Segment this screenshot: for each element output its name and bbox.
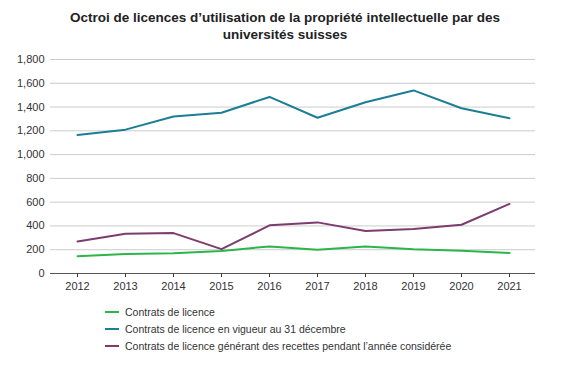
svg-text:600: 600 xyxy=(26,196,44,208)
svg-text:200: 200 xyxy=(26,243,44,255)
svg-text:800: 800 xyxy=(26,172,44,184)
svg-text:2021: 2021 xyxy=(497,280,521,292)
svg-text:2018: 2018 xyxy=(353,280,377,292)
svg-text:2020: 2020 xyxy=(449,280,473,292)
html-text:Contrats de licence générant d: Contrats de licence générant des recette… xyxy=(125,339,452,352)
svg-text:1,600: 1,600 xyxy=(17,77,45,89)
html-text:Contrats de licence: Contrats de licence xyxy=(125,305,215,318)
svg-text:1,400: 1,400 xyxy=(17,101,45,113)
svg-text:1,000: 1,000 xyxy=(17,148,45,160)
svg-text:2012: 2012 xyxy=(65,280,89,292)
svg-text:2015: 2015 xyxy=(209,280,233,292)
svg-text:2017: 2017 xyxy=(305,280,329,292)
svg-text:400: 400 xyxy=(26,219,44,231)
html-text:Contrats de licence en vigueur: Contrats de licence en vigueur au 31 déc… xyxy=(125,322,346,335)
svg-text:0: 0 xyxy=(38,267,44,279)
svg-text:1,200: 1,200 xyxy=(17,124,45,136)
svg-text:2016: 2016 xyxy=(257,280,281,292)
svg-text:1,800: 1,800 xyxy=(17,53,45,65)
svg-text:2019: 2019 xyxy=(401,280,425,292)
html-text:Octroi de licences d’utilisati: Octroi de licences d’utilisation de la p… xyxy=(70,10,500,42)
svg-text:2013: 2013 xyxy=(113,280,137,292)
svg-text:2014: 2014 xyxy=(161,280,185,292)
